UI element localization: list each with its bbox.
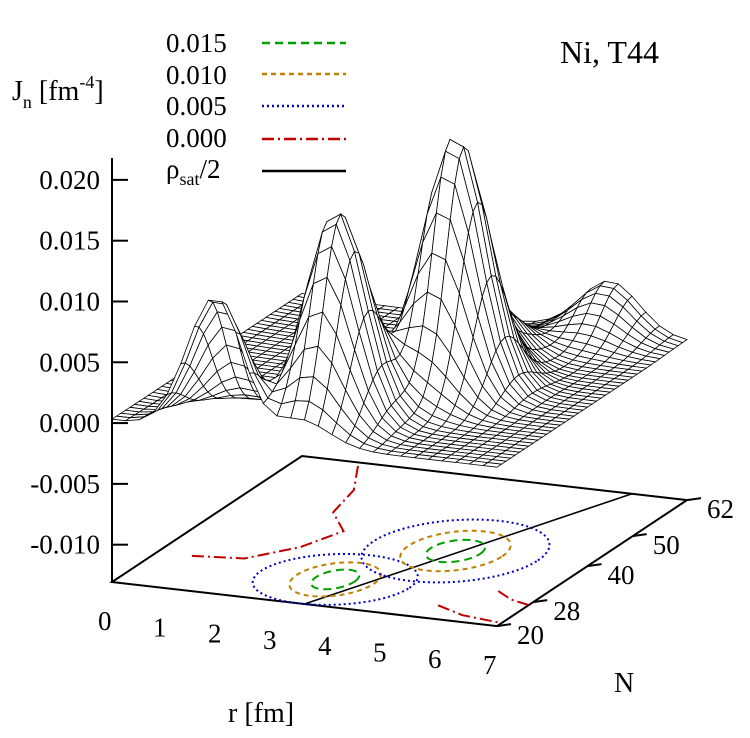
contour-line-zero [190, 465, 359, 560]
z-axis: 0.020 0.015 0.010 0.005 0.000 -0.005 -0.010 [30, 158, 128, 582]
y-tick-mark [533, 599, 548, 604]
z-tick-label: 0.000 [39, 408, 100, 438]
base-contour-plane [109, 454, 690, 628]
contour-line [288, 561, 383, 598]
x-axis-label: r [fm] [228, 698, 294, 729]
axis-ticks: 0 1 2 3 4 5 6 7 20 28 40 50 62 [98, 494, 734, 680]
chart-title: Ni, T44 [560, 34, 659, 70]
contour-line [424, 538, 487, 564]
x-tick-label: 3 [263, 625, 277, 655]
x-tick-label: 6 [428, 644, 442, 674]
x-tick-label: 1 [153, 612, 167, 642]
legend-label-0010: 0.010 [166, 60, 227, 90]
x-tick-label: 7 [483, 650, 497, 680]
contour-line [310, 568, 361, 591]
rho-sat-line [304, 493, 633, 605]
y-tick-label: 50 [653, 530, 680, 560]
contour-line-zero [437, 604, 502, 625]
z-tick-label: -0.010 [30, 530, 100, 560]
y-axis-label: N [614, 668, 634, 699]
z-tick-label: 0.010 [39, 286, 100, 316]
legend-label-0000: 0.000 [166, 123, 227, 153]
y-tick-label: 28 [553, 596, 580, 626]
legend-label-0005: 0.005 [166, 91, 227, 121]
legend-label-0015: 0.015 [166, 28, 227, 58]
legend-label-rho-sat: ρsat/2 [166, 154, 221, 189]
x-tick-label: 0 [98, 606, 112, 636]
z-tick-label: 0.020 [39, 165, 100, 195]
y-tick-label: 40 [607, 560, 634, 590]
y-tick-label: 20 [517, 620, 544, 650]
y-tick-mark [587, 563, 602, 568]
x-tick-label: 5 [373, 638, 387, 668]
y-tick-mark [632, 533, 647, 538]
x-tick-label: 4 [318, 631, 332, 661]
surface-mesh [110, 138, 688, 468]
contour-line-zero [497, 590, 529, 607]
legend: 0.015 0.010 0.005 0.000 ρsat/2 [166, 28, 346, 189]
z-axis-label: Jn [fm-4] [12, 72, 104, 112]
surface-cell [482, 462, 503, 468]
x-tick-label: 2 [208, 619, 222, 649]
z-tick-label: 0.005 [39, 347, 100, 377]
z-tick-label: 0.015 [39, 226, 100, 256]
y-tick-mark [686, 497, 702, 502]
z-tick-label: -0.005 [30, 469, 100, 499]
base-plane [109, 454, 690, 628]
y-tick-mark [496, 623, 512, 628]
contour-line [360, 518, 551, 584]
y-tick-label: 62 [707, 494, 734, 524]
